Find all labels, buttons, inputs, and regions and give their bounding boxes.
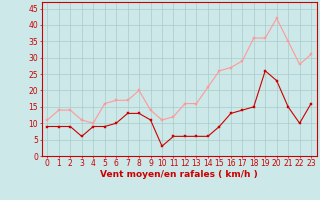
X-axis label: Vent moyen/en rafales ( km/h ): Vent moyen/en rafales ( km/h ) (100, 170, 258, 179)
